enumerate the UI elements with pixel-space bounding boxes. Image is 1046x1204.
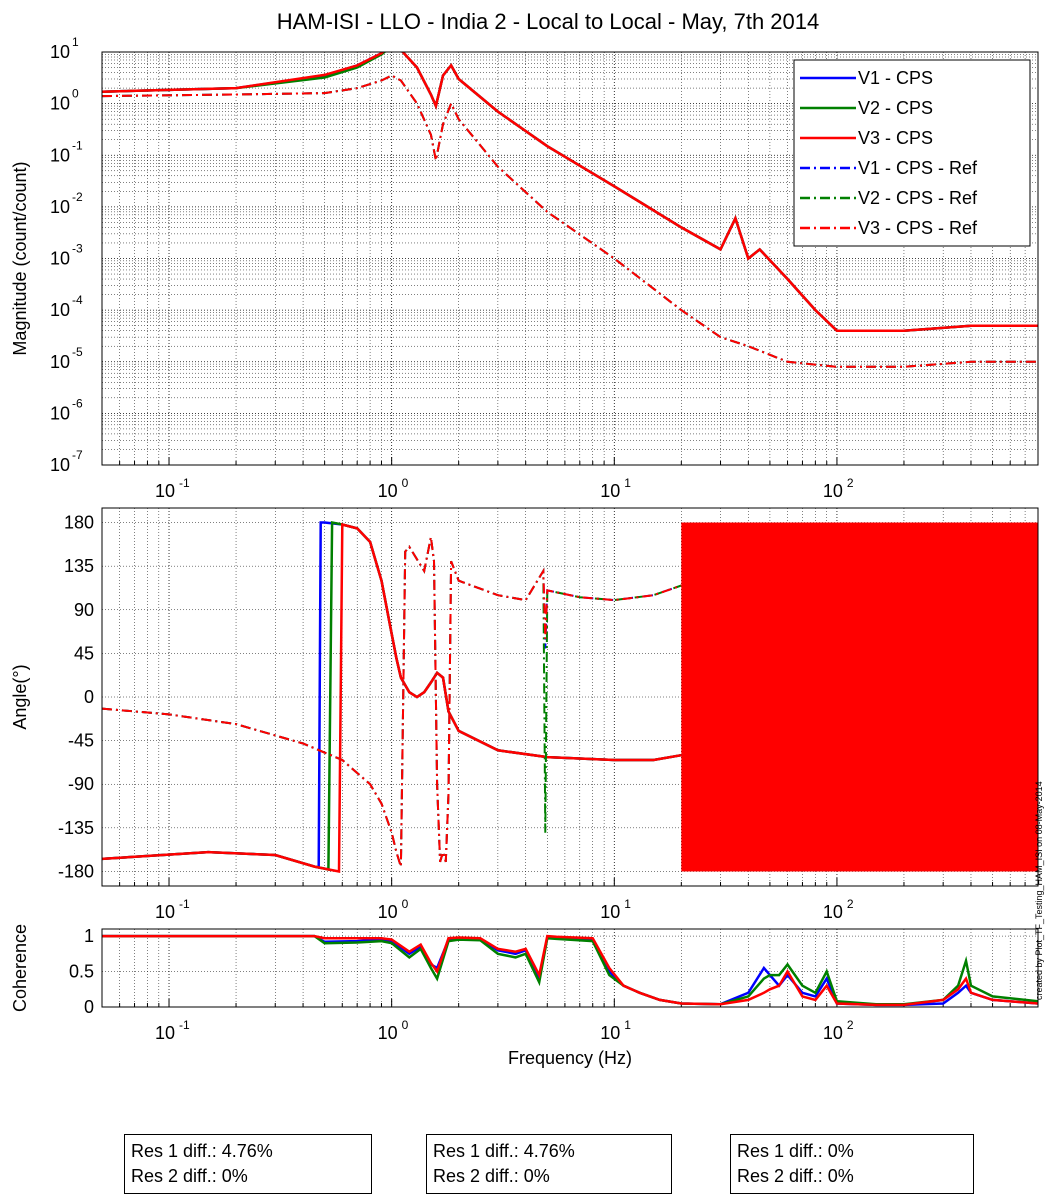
y-tick-label: 10 [50,42,70,62]
legend-box [793,59,1031,247]
legend: V1 - CPS V2 - CPS V3 - CPS V1 - CPS - Ref V2… [793,59,1031,247]
y-axis-label: Angle(°) [10,664,30,729]
series-group [102,934,1038,1007]
y-tick-label: 90 [74,600,94,620]
y-axis-label: Coherence [10,924,30,1012]
y-tick-label: 180 [64,513,94,533]
y-tick-exponent: -7 [72,448,83,462]
res-diff-box: Res 1 diff.: 4.76% Res 2 diff.: 0% [426,1134,672,1194]
y-tick-exponent: -2 [72,190,83,204]
x-tick-label: 10 [378,481,398,501]
y-tick-label: 135 [64,556,94,576]
x-axis-label: Frequency (Hz) [508,1048,632,1068]
res-diff-box: Res 1 diff.: 0% Res 2 diff.: 0% [730,1134,974,1194]
y-tick-label: 1 [84,926,94,946]
y-tick-exponent: -5 [72,345,83,359]
created-by-note: created by Plot_TF_Testing_HAM_ISI on 08… [1034,781,1044,1000]
legend-label: V3 - CPS [858,128,933,148]
legend-label: V1 - CPS [858,68,933,88]
x-tick-exponent: 0 [402,1018,409,1032]
y-tick-exponent: -6 [72,396,83,410]
y-axis-label: Magnitude (count/count) [10,161,30,355]
legend-label: V3 - CPS - Ref [858,218,978,238]
x-tick-label: 10 [155,902,175,922]
y-tick-exponent: 1 [72,35,79,49]
x-tick-label: 10 [823,481,843,501]
x-tick-exponent: -1 [179,1018,190,1032]
x-tick-exponent: 0 [402,897,409,911]
res1-diff-text: Res 1 diff.: 4.76% [131,1141,273,1161]
legend-label: V2 - CPS - Ref [858,188,978,208]
res-diff-box: Res 1 diff.: 4.76% Res 2 diff.: 0% [124,1134,372,1194]
y-tick-label: -135 [58,818,94,838]
y-tick-label: 0.5 [69,962,94,982]
res2-diff-text: Res 2 diff.: 0% [737,1166,854,1186]
res1-diff-text: Res 1 diff.: 4.76% [433,1141,575,1161]
y-tick-exponent: -4 [72,293,83,307]
figure-title: HAM-ISI - LLO - India 2 - Local to Local… [277,9,820,34]
noise-band [681,522,1038,872]
series-line [102,934,1038,1007]
series-group [102,520,682,874]
y-tick-label: 45 [74,643,94,663]
x-tick-exponent: 1 [624,476,631,490]
axes-box [101,928,1039,1008]
res2-diff-text: Res 2 diff.: 0% [131,1166,248,1186]
series-line [102,74,1038,368]
res2-diff-text: Res 2 diff.: 0% [433,1166,550,1186]
coherence-plot: 10 -1 10 0 10 1 10 2 1 0.5 0 Coherence Frequency (Hz… [10,924,1039,1068]
legend-label: V2 - CPS [858,98,933,118]
phase-plot: 10 -1 10 0 10 1 10 2 180 135 90 45 0 -45 -90 -135 -180 An… [10,507,1039,922]
x-tick-exponent: -1 [179,476,190,490]
x-tick-label: 10 [378,1023,398,1043]
plot-area [102,929,1038,1007]
y-tick-label: 10 [50,352,70,372]
grid [101,51,1039,466]
y-tick-label: 10 [50,300,70,320]
x-tick-label: 10 [378,902,398,922]
y-tick-label: 10 [50,403,70,423]
series-line [102,52,1038,332]
magnitude-plot: 10 -1 10 0 10 1 10 210 -710 -610 -510 -410 -310 -210-… [10,35,1039,501]
y-tick-exponent: -1 [72,138,83,152]
y-tick-label: 0 [84,687,94,707]
x-tick-label: 10 [600,902,620,922]
x-tick-label: 10 [155,1023,175,1043]
series-line [102,522,682,874]
x-tick-exponent: 2 [847,1018,854,1032]
series-line [102,536,682,867]
y-tick-label: 10 [50,145,70,165]
series-group [102,52,1038,368]
y-tick-label: 10 [50,94,70,114]
y-tick-label: -90 [68,774,94,794]
x-tick-label: 10 [600,1023,620,1043]
x-tick-exponent: 2 [847,897,854,911]
y-tick-label: -45 [68,731,94,751]
x-tick-exponent: 0 [402,476,409,490]
x-tick-exponent: -1 [179,897,190,911]
x-tick-label: 10 [600,481,620,501]
y-tick-exponent: -3 [72,242,83,256]
axes-box [101,51,1039,466]
legend-label: V1 - CPS - Ref [858,158,978,178]
y-tick-exponent: 0 [72,87,79,101]
y-tick-label: -180 [58,861,94,881]
x-tick-label: 10 [823,902,843,922]
y-tick-label: 0 [84,997,94,1017]
x-tick-label: 10 [823,1023,843,1043]
axes-box [101,507,1039,887]
x-tick-label: 10 [155,481,175,501]
res1-diff-text: Res 1 diff.: 0% [737,1141,854,1161]
y-tick-label: 10 [50,249,70,269]
y-tick-label: 10 [50,455,70,475]
y-tick-label: 10 [50,197,70,217]
x-tick-exponent: 1 [624,897,631,911]
x-tick-exponent: 1 [624,1018,631,1032]
x-tick-exponent: 2 [847,476,854,490]
